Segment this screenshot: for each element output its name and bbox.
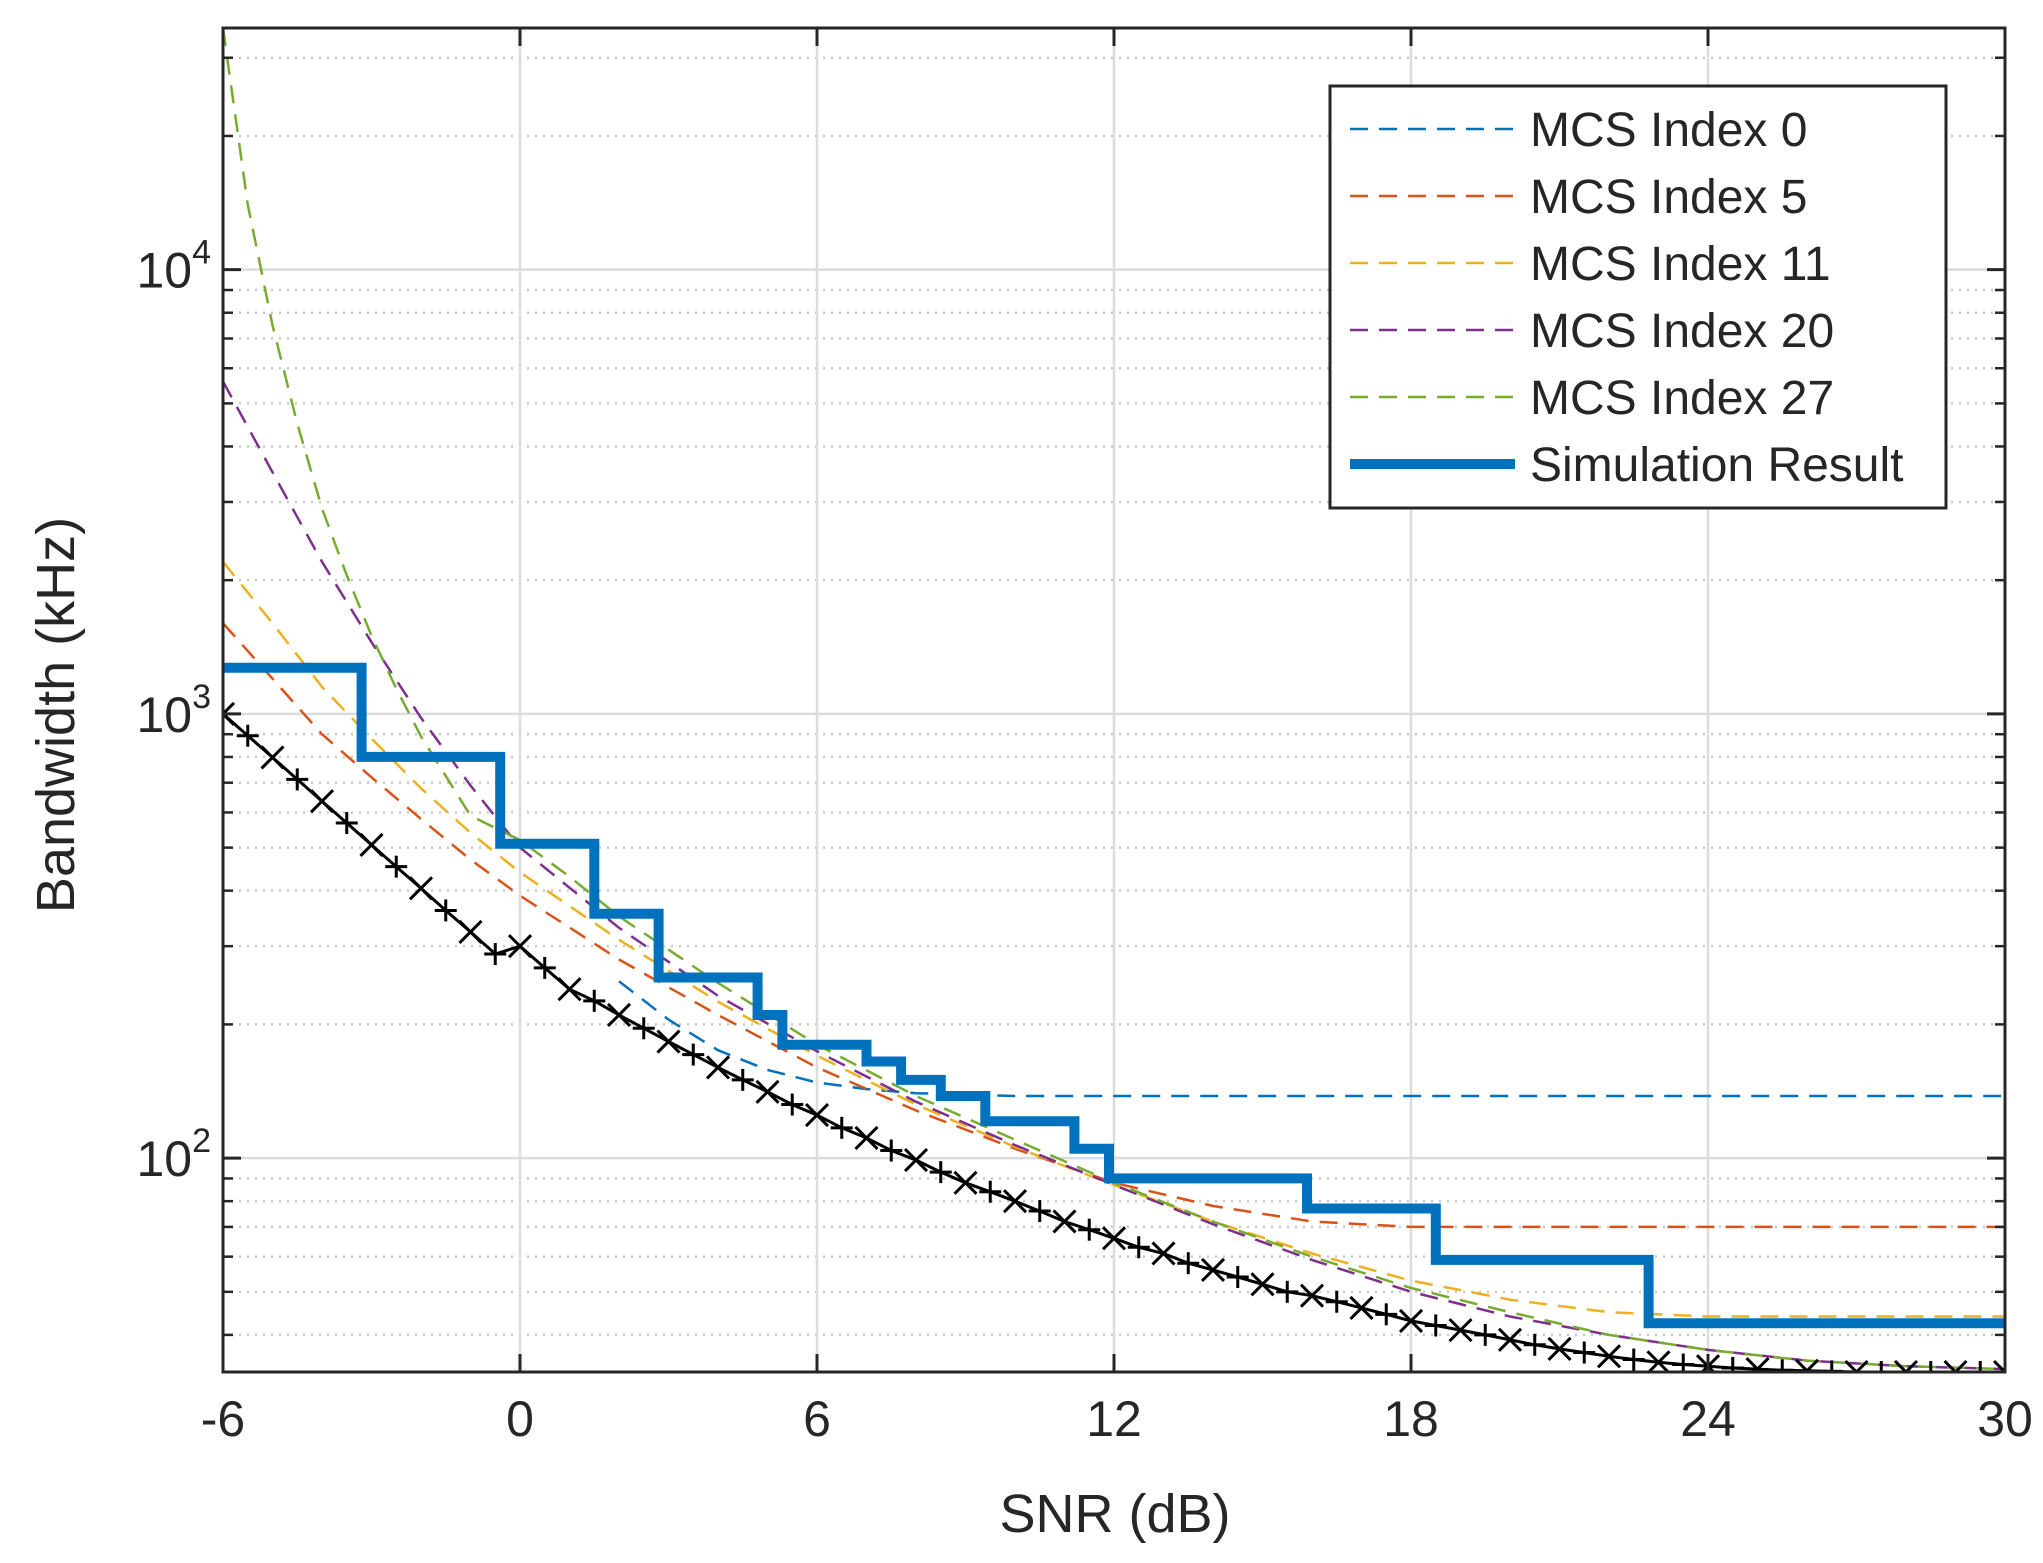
series-marker — [223, 701, 236, 726]
series-marker — [830, 1116, 853, 1139]
y-axis-label: Bandwidth (kHz) — [26, 517, 86, 913]
series-marker — [507, 934, 533, 959]
series-line-5 — [223, 662, 2005, 1329]
series-line-2 — [223, 561, 2005, 1318]
y-tick-label: 104 — [136, 234, 211, 299]
series-marker — [1250, 1272, 1275, 1297]
series-marker — [533, 956, 556, 979]
series-marker — [434, 899, 457, 922]
series-marker — [1002, 1189, 1028, 1214]
series-marker — [1398, 1308, 1424, 1333]
series-marker — [731, 1068, 754, 1091]
series-marker — [1646, 1350, 1671, 1372]
series-marker — [1943, 1359, 1968, 1372]
legend-label: MCS Index 5 — [1530, 171, 1807, 224]
series-marker — [335, 812, 358, 835]
legend-box — [1328, 84, 1948, 510]
series-marker — [1127, 1236, 1150, 1259]
series-marker — [1177, 1252, 1200, 1275]
series-marker — [484, 943, 507, 966]
series-marker — [1573, 1341, 1596, 1364]
x-tick-label: 12 — [1086, 1391, 1142, 1447]
series-marker — [1870, 1361, 1893, 1372]
series-marker — [1474, 1323, 1497, 1346]
legend-label: MCS Index 11 — [1530, 238, 1831, 291]
series-marker — [1101, 1226, 1127, 1251]
series-marker — [781, 1093, 804, 1116]
series-marker — [1497, 1327, 1523, 1352]
series-marker — [953, 1170, 978, 1195]
series-layer — [223, 28, 2005, 1372]
series-marker — [1919, 1361, 1942, 1372]
series-marker — [1622, 1348, 1645, 1371]
series-marker — [1028, 1200, 1051, 1223]
series-marker — [804, 1103, 830, 1128]
series-marker — [583, 989, 606, 1012]
legend-label: MCS Index 0 — [1530, 104, 1807, 157]
series-marker — [1276, 1280, 1299, 1303]
series-marker — [1299, 1283, 1325, 1308]
series-marker — [1375, 1303, 1398, 1326]
series-marker — [632, 1017, 655, 1040]
series-marker — [1721, 1356, 1744, 1372]
series-marker — [880, 1139, 903, 1162]
plot-area — [223, 28, 2005, 1372]
x-tick-label: 30 — [1977, 1391, 2033, 1447]
series-line-0 — [618, 980, 2005, 1098]
series-marker — [854, 1125, 879, 1151]
axes: -6 0 6 12 18 24 30 102 103 104 — [136, 26, 2033, 1447]
series-marker — [236, 724, 259, 747]
series-marker — [286, 768, 309, 791]
series-marker — [1052, 1209, 1077, 1234]
series-marker — [606, 1002, 632, 1028]
series-marker — [458, 919, 483, 944]
series-marker — [1893, 1359, 1919, 1372]
series-marker — [1349, 1295, 1374, 1320]
series-marker — [1844, 1359, 1869, 1372]
series-marker — [1771, 1359, 1794, 1372]
series-marker — [309, 789, 335, 814]
series-marker — [1424, 1314, 1447, 1337]
series-marker — [903, 1147, 929, 1173]
series-marker — [1992, 1359, 2005, 1372]
series-marker — [705, 1055, 731, 1080]
series-marker — [260, 745, 285, 770]
series-marker — [979, 1180, 1002, 1203]
series-marker — [1745, 1357, 1770, 1372]
series-marker — [755, 1079, 780, 1104]
x-axis-label: SNR (dB) — [999, 1484, 1230, 1544]
series-marker — [929, 1161, 952, 1184]
series-marker — [359, 832, 384, 858]
series-line-4 — [223, 28, 2005, 1371]
legend: MCS Index 0 MCS Index 5 MCS Index 11 MCS In… — [1328, 84, 1948, 510]
x-tick-label: 18 — [1383, 1391, 1439, 1447]
series-marker — [1547, 1336, 1572, 1361]
series-marker — [1448, 1318, 1473, 1343]
series-marker — [656, 1029, 681, 1054]
y-tick-label: 103 — [136, 678, 211, 743]
x-tick-label: 24 — [1680, 1391, 1736, 1447]
legend-label: MCS Index 20 — [1530, 305, 1834, 358]
x-tick-label: -6 — [201, 1391, 245, 1447]
y-tick-label: 102 — [136, 1122, 211, 1187]
x-tick-label: 6 — [803, 1391, 831, 1447]
series-line-1 — [223, 622, 2005, 1229]
series-marker — [385, 855, 408, 878]
legend-label: Simulation Result — [1530, 439, 1904, 492]
series-marker — [682, 1043, 705, 1066]
series-marker — [1596, 1344, 1622, 1369]
series-marker — [1523, 1333, 1546, 1356]
series-marker — [557, 977, 582, 1002]
series-marker — [1226, 1265, 1249, 1288]
x-tick-label: 0 — [506, 1391, 534, 1447]
series-marker — [1325, 1290, 1348, 1313]
series-marker — [1151, 1241, 1176, 1266]
legend-label: MCS Index 27 — [1530, 372, 1834, 425]
series-marker — [1078, 1218, 1101, 1241]
series-marker — [1969, 1361, 1992, 1372]
series-marker — [1200, 1257, 1226, 1283]
series-marker — [408, 876, 434, 901]
